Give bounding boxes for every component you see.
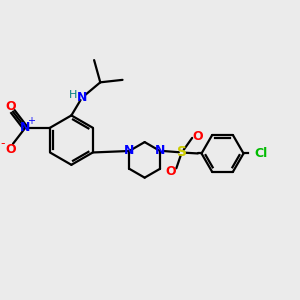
Text: Cl: Cl — [254, 147, 267, 160]
Text: O: O — [5, 143, 16, 156]
Text: O: O — [5, 100, 16, 112]
Text: N: N — [77, 91, 88, 104]
Text: +: + — [27, 116, 35, 126]
Text: -: - — [1, 137, 5, 150]
Text: O: O — [192, 130, 203, 143]
Text: N: N — [20, 121, 31, 134]
Text: S: S — [177, 145, 187, 159]
Text: H: H — [68, 90, 77, 100]
Text: O: O — [166, 166, 176, 178]
Text: N: N — [155, 145, 165, 158]
Text: N: N — [124, 145, 134, 158]
